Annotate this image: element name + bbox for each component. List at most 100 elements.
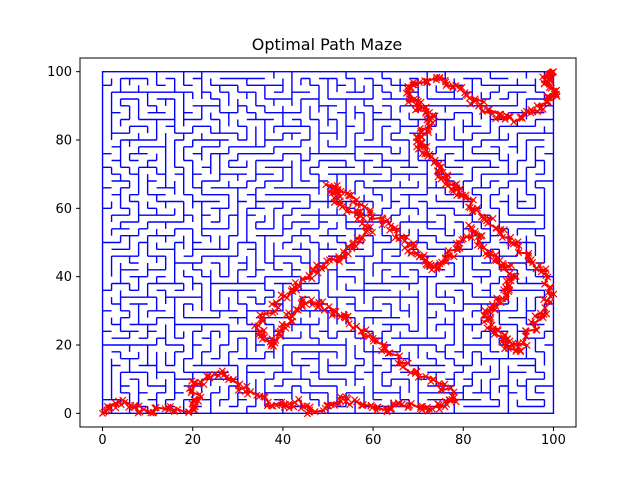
y-tick-label: 60	[55, 202, 72, 217]
path-point	[444, 247, 452, 255]
path-point	[424, 407, 432, 415]
path-point	[492, 224, 501, 232]
path-point	[131, 401, 139, 410]
path-point	[487, 313, 495, 321]
path-point	[497, 113, 505, 121]
path-point	[246, 388, 255, 396]
path-point	[502, 336, 511, 344]
path-point	[421, 150, 429, 158]
path-point	[480, 98, 488, 106]
path-point	[495, 229, 503, 237]
path-point	[512, 272, 520, 281]
path-point	[439, 168, 447, 176]
path-point	[268, 300, 276, 308]
path-point	[335, 400, 343, 408]
path-point	[449, 82, 457, 90]
path-point	[119, 396, 127, 404]
path-point	[349, 198, 357, 206]
path-point	[549, 68, 558, 76]
y-tick-label: 20	[55, 339, 72, 354]
path-point	[395, 234, 403, 243]
path-point	[539, 73, 547, 81]
path-point	[387, 405, 396, 413]
x-tick-label: 100	[541, 433, 566, 448]
path-point	[500, 286, 508, 294]
path-point	[188, 400, 196, 408]
y-tick-label: 100	[47, 65, 72, 80]
path-point	[320, 306, 328, 314]
path-point	[361, 203, 369, 211]
path-point	[410, 95, 418, 104]
path-point	[328, 189, 337, 197]
path-point	[502, 277, 511, 285]
path-point	[243, 382, 251, 390]
path-point	[476, 100, 484, 109]
x-tick-label: 80	[455, 433, 472, 448]
path-point	[381, 404, 389, 412]
path-point	[277, 291, 285, 299]
path-point	[415, 253, 423, 261]
path-point	[329, 309, 337, 317]
x-tick-label: 60	[365, 433, 382, 448]
path-point	[330, 194, 338, 202]
path-point	[373, 406, 381, 415]
path-point	[483, 252, 491, 260]
path-point	[510, 118, 518, 126]
path-point	[490, 330, 498, 338]
path-point	[541, 304, 549, 312]
path-point	[357, 235, 366, 243]
optimal-path	[98, 68, 561, 418]
path-point	[507, 261, 515, 269]
path-point	[312, 261, 321, 269]
path-point	[450, 388, 458, 396]
path-point	[483, 106, 492, 114]
path-point	[125, 403, 133, 411]
path-point	[136, 408, 144, 416]
path-point	[152, 403, 160, 412]
path-point	[404, 247, 412, 255]
path-point	[394, 359, 402, 367]
path-point	[418, 402, 426, 410]
path-point	[393, 226, 402, 234]
path-point	[512, 347, 520, 355]
path-point	[542, 310, 551, 318]
path-point	[200, 380, 208, 389]
path-point	[425, 405, 433, 413]
path-point	[262, 310, 270, 318]
path-point	[283, 294, 291, 302]
path-point	[532, 265, 540, 273]
path-point	[480, 312, 488, 320]
path-point	[336, 201, 344, 209]
y-tick-label: 80	[55, 134, 72, 149]
path-point	[443, 252, 451, 260]
path-point	[112, 404, 120, 412]
path-point	[434, 400, 442, 408]
path-point	[384, 349, 392, 357]
path-point	[311, 407, 319, 416]
path-point	[303, 410, 312, 418]
path-point	[345, 320, 353, 328]
path-point	[359, 214, 367, 222]
path-point	[294, 306, 302, 314]
path-point	[446, 396, 454, 404]
path-point	[452, 398, 460, 406]
path-point	[501, 331, 509, 339]
path-point	[130, 404, 139, 412]
path-point	[282, 324, 290, 332]
path-point	[502, 111, 511, 120]
path-point	[395, 352, 404, 360]
path-point	[352, 242, 360, 251]
axes: 0 20 40 60 80 100 0 20 40 60 80 100	[47, 57, 577, 448]
path-point	[399, 363, 407, 371]
path-point	[465, 203, 473, 211]
path-point	[253, 391, 261, 399]
path-point	[185, 408, 193, 416]
path-point	[432, 76, 440, 84]
path-point	[380, 341, 388, 349]
path-point	[275, 329, 284, 337]
path-point	[423, 150, 431, 158]
path-point	[517, 113, 526, 121]
path-point	[429, 375, 438, 383]
path-point	[500, 226, 508, 234]
